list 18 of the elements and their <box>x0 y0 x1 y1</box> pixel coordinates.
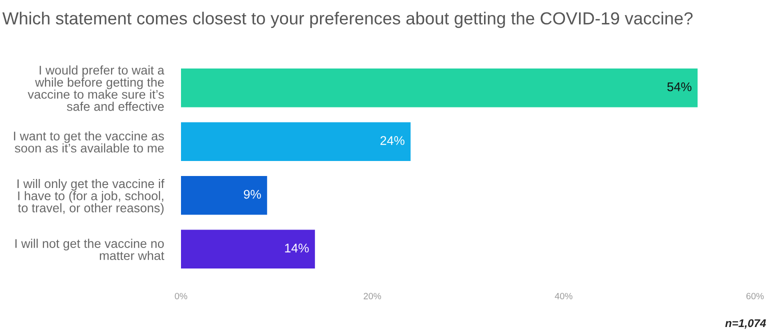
y-tick-label: I will only get the vaccine if I have to (for a job, school, to travel, or other reasons) <box>18 178 164 215</box>
data-label: 54% <box>667 82 692 92</box>
text: n=1,074 <box>725 319 766 329</box>
bar <box>181 176 268 215</box>
x-tick-label: 0% <box>174 292 188 300</box>
bar <box>181 68 698 108</box>
y-tick-label: I would prefer to wait a while before getting the vaccine to make sure it’s safe and effective <box>28 65 164 111</box>
data-label: 9% <box>244 190 261 199</box>
bar <box>181 122 411 161</box>
x-tick-label: 20% <box>364 292 382 300</box>
chart-title: Which statement comes closest to your preferences about getting the COVID-19 vaccine? <box>2 12 693 28</box>
y-tick-label: I will not get the vaccine no matter what <box>15 238 164 260</box>
x-tick-label: 60% <box>746 292 764 300</box>
x-tick-label: 40% <box>554 292 572 300</box>
y-tick-label: I want to get the vaccine as soon as it’s available to me <box>14 131 164 153</box>
bar <box>181 230 315 268</box>
data-label: 24% <box>380 136 404 145</box>
data-label: 14% <box>285 244 309 252</box>
